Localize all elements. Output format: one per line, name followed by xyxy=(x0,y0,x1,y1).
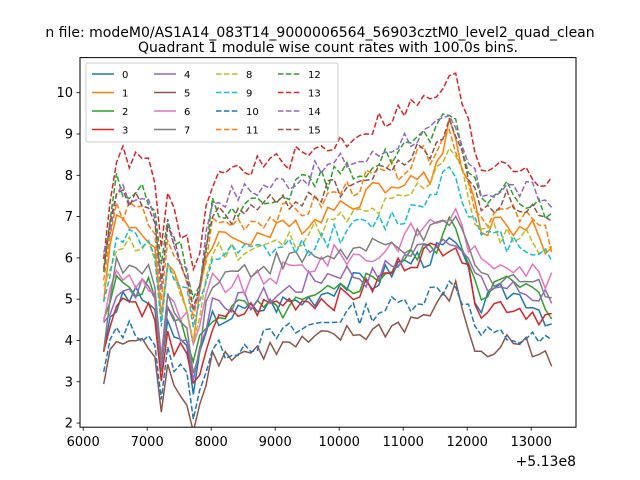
chart-title: Quadrant 1 module wise count rates with … xyxy=(138,40,518,56)
y-tick-label: 5 xyxy=(65,293,73,308)
series-line-3 xyxy=(102,242,552,385)
chart-suptitle: n file: modeM0/AS1A14_083T14_9000006564_… xyxy=(45,25,594,41)
y-axis: 2 3 4 5 6 7 8 9 10 xyxy=(56,86,80,432)
legend-label: 11 xyxy=(246,125,259,136)
series-line-10 xyxy=(102,280,553,420)
legend-label: 5 xyxy=(184,88,190,99)
legend-label: 0 xyxy=(122,70,128,81)
legend-label: 3 xyxy=(122,125,128,136)
x-axis: 6000 7000 8000 9000 10000 11000 12000 13000 xyxy=(67,427,552,450)
y-tick-label: 6 xyxy=(65,251,73,266)
x-tick-label: 11000 xyxy=(383,435,424,450)
legend-label: 14 xyxy=(308,107,321,118)
y-tick-label: 4 xyxy=(65,334,73,349)
series-line-14 xyxy=(102,114,553,312)
series-line-15 xyxy=(102,116,553,311)
y-tick-label: 2 xyxy=(65,417,73,432)
series-line-0 xyxy=(102,236,552,395)
legend-label: 8 xyxy=(246,70,252,81)
y-tick-label: 10 xyxy=(56,86,73,101)
legend-label: 9 xyxy=(246,88,252,99)
y-tick-label: 3 xyxy=(65,375,73,390)
x-tick-label: 8000 xyxy=(195,435,228,450)
series-line-7 xyxy=(102,214,552,374)
y-tick-label: 9 xyxy=(65,127,73,142)
series-line-9 xyxy=(102,165,553,328)
series-line-5 xyxy=(102,278,553,428)
legend-label: 13 xyxy=(308,88,321,99)
legend-label: 1 xyxy=(122,88,128,99)
x-offset-label: +5.13e8 xyxy=(516,454,576,470)
series-line-12 xyxy=(102,113,553,300)
y-tick-label: 8 xyxy=(65,169,73,184)
series-layer xyxy=(102,72,553,428)
series-line-13 xyxy=(102,72,553,273)
x-tick-label: 13000 xyxy=(511,435,552,450)
plot-frame xyxy=(79,57,577,428)
legend-label: 10 xyxy=(246,107,259,118)
series-line-8 xyxy=(103,146,553,342)
legend-label: 15 xyxy=(308,125,321,136)
series-line-4 xyxy=(103,238,553,381)
legend-label: 2 xyxy=(122,107,128,118)
x-tick-label: 7000 xyxy=(131,435,164,450)
x-tick-label: 6000 xyxy=(67,435,100,450)
legend-label: 4 xyxy=(184,70,190,81)
legend-label: 12 xyxy=(308,70,321,81)
x-tick-label: 9000 xyxy=(259,435,292,450)
legend-label: 7 xyxy=(184,125,190,136)
series-line-11 xyxy=(102,128,553,319)
series-line-2 xyxy=(102,215,553,372)
x-tick-label: 12000 xyxy=(447,435,488,450)
x-tick-label: 10000 xyxy=(319,435,360,450)
legend-label: 6 xyxy=(184,107,190,118)
series-line-6 xyxy=(102,207,553,356)
y-tick-label: 7 xyxy=(65,210,73,225)
legend-frame xyxy=(85,62,339,143)
